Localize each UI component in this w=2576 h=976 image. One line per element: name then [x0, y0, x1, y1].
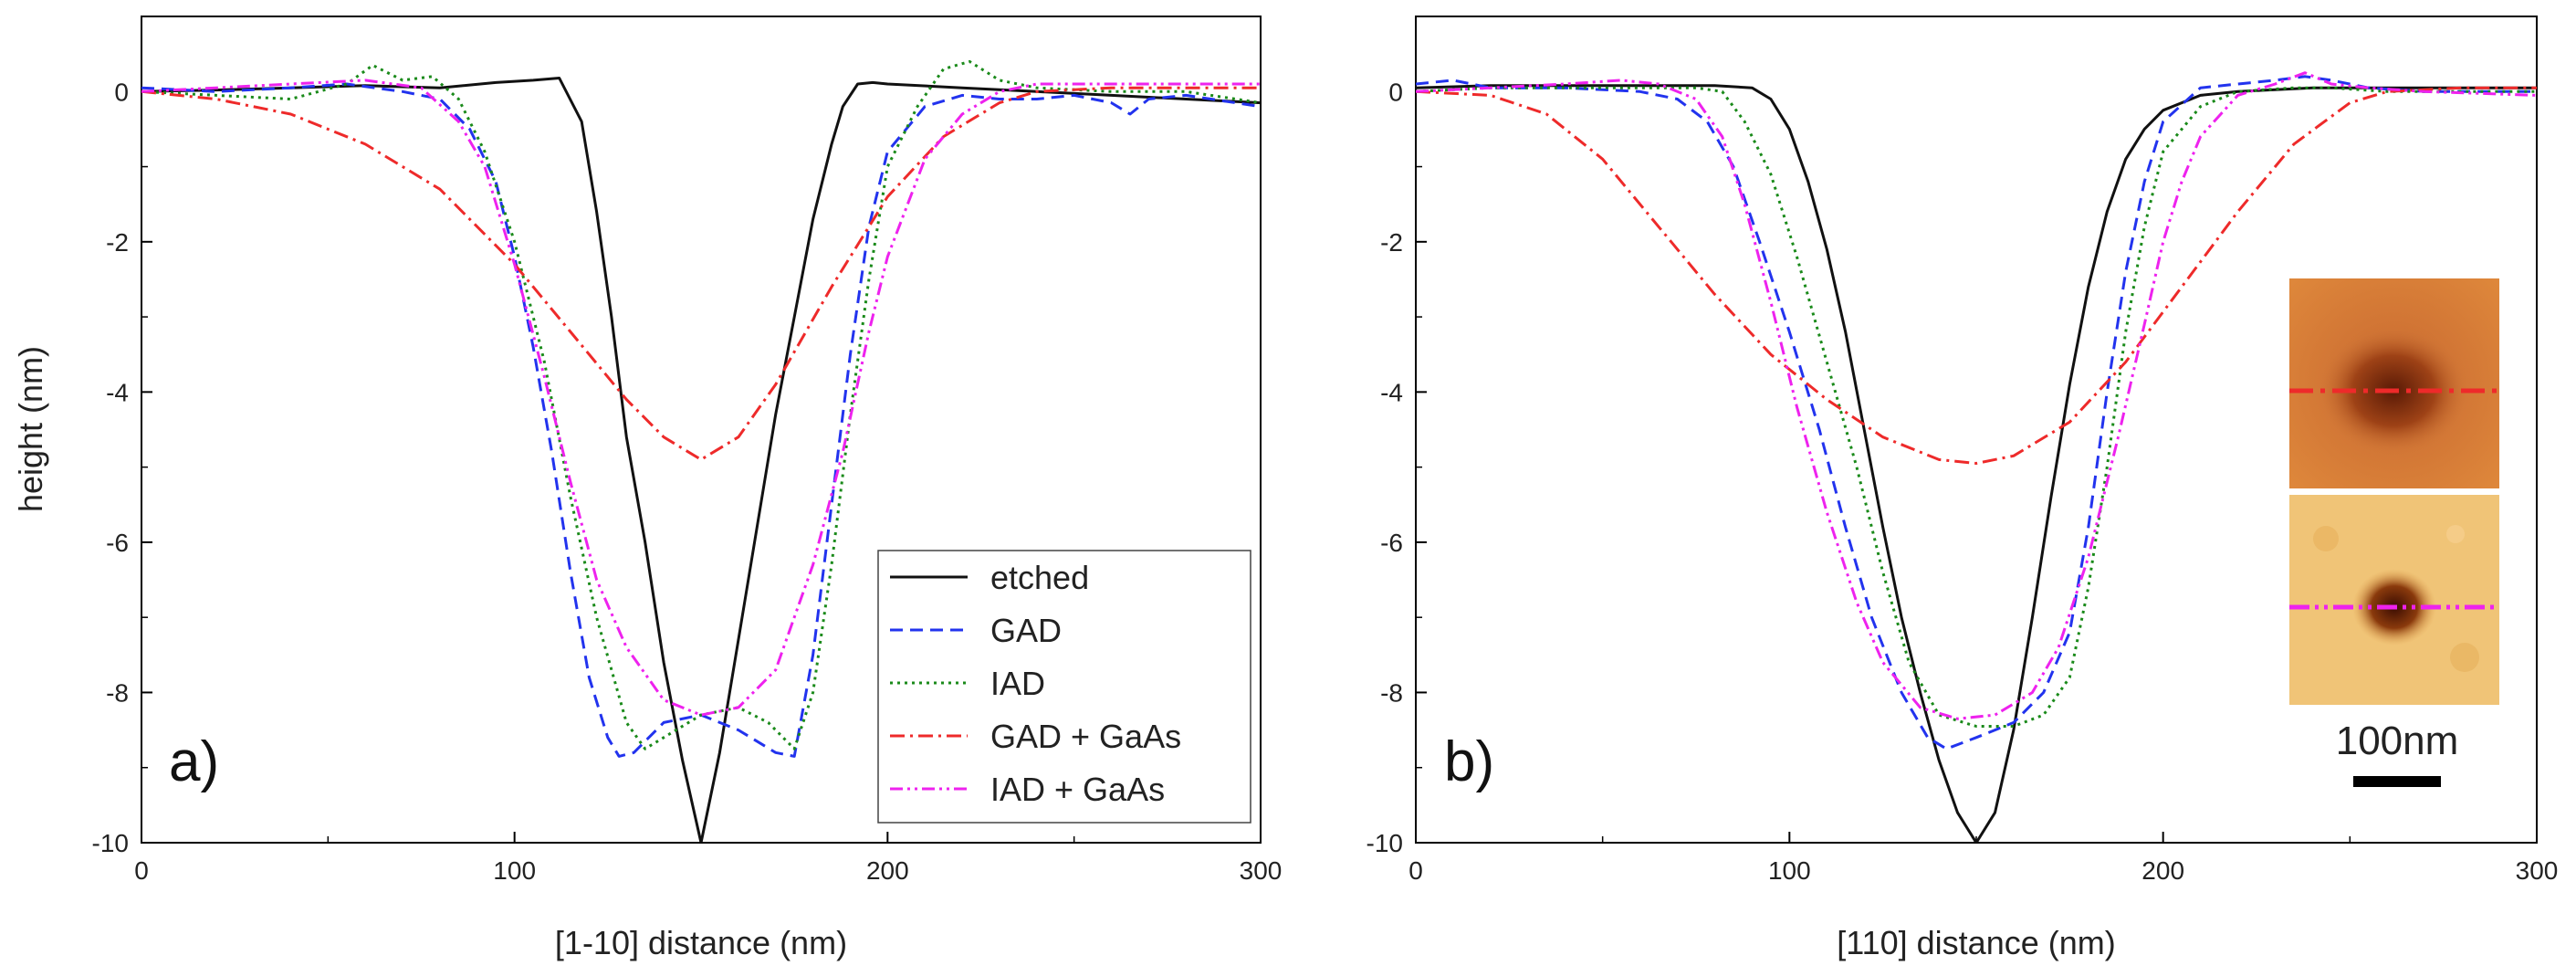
- panel-label-b: b): [1444, 730, 1494, 793]
- afm-bottom-texture-2: [2450, 643, 2479, 672]
- legend-box: [877, 550, 1251, 824]
- series-line-b-gad-gaas: [1416, 86, 2537, 465]
- x-tick-label-b-100: 100: [1768, 856, 1811, 885]
- series-line-b-iad-gaas: [1416, 71, 2537, 720]
- scale-bar: [2353, 776, 2441, 787]
- legend-label-etched: etched: [990, 559, 1089, 596]
- y-tick-label-b--6: -6: [1380, 529, 1403, 557]
- y-tick-label-b--2: -2: [1380, 228, 1403, 257]
- series-line-a-etched: [141, 77, 1261, 843]
- y-tick-label-b--8: -8: [1380, 678, 1403, 707]
- y-tick-label-b-0: 0: [1388, 78, 1403, 106]
- legend-label-gad-gaas: GAD + GaAs: [990, 718, 1181, 755]
- legend-label-iad: IAD: [990, 665, 1045, 702]
- legend-label-iad-gaas: IAD + GaAs: [990, 771, 1165, 808]
- afm-bottom-texture: [2313, 526, 2339, 551]
- y-tick-label-a-0: 0: [114, 78, 129, 106]
- panel-b: 0 100 200 300 0 -2 -4 -6 -8 -10 [110] distance (n…: [1367, 16, 2559, 961]
- x-tick-label-b-300: 300: [2516, 856, 2559, 885]
- y-tick-label-b--10: -10: [1367, 829, 1403, 857]
- legend-entry-etched: etched: [890, 559, 1089, 596]
- axes-a: 0 100 200 300 0 -2 -4 -6 -8 -10: [92, 78, 1283, 885]
- legend-entry-iad: IAD: [890, 665, 1045, 702]
- series-group-a: [141, 59, 1261, 843]
- afm-image-top: [2289, 278, 2499, 488]
- series-line-a-iad-gaas: [141, 79, 1261, 717]
- legend: etched GAD IAD GAD + GaAs IAD + GaAs: [877, 550, 1251, 824]
- y-tick-label-b--4: -4: [1380, 378, 1403, 406]
- axes-b: 0 100 200 300 0 -2 -4 -6 -8 -10: [1367, 78, 2559, 885]
- x-tick-label-a-0: 0: [134, 856, 149, 885]
- series-line-a-gad: [141, 82, 1261, 758]
- panel-a: 0 100 200 300 0 -2 -4 -6 -8 -10 [1-10] distance (…: [12, 16, 1282, 961]
- scale-bar-label: 100nm: [2336, 719, 2459, 763]
- y-tick-label-a--2: -2: [106, 228, 129, 257]
- series-group-b: [1416, 71, 2537, 843]
- x-axis-title-b: [110] distance (nm): [1837, 924, 2115, 961]
- x-tick-label-a-200: 200: [866, 856, 909, 885]
- afm-bottom-texture-3: [2446, 525, 2465, 543]
- afm-image-bottom: [2289, 495, 2499, 705]
- legend-entry-gad: GAD: [890, 612, 1062, 649]
- panel-label-a: a): [169, 730, 219, 793]
- x-tick-label-b-0: 0: [1408, 856, 1423, 885]
- y-tick-label-a--10: -10: [92, 829, 129, 857]
- y-tick-label-a--8: -8: [106, 678, 129, 707]
- y-tick-label-a--6: -6: [106, 529, 129, 557]
- x-axis-title-a: [1-10] distance (nm): [555, 924, 847, 961]
- series-line-a-iad: [141, 59, 1261, 750]
- x-tick-label-a-100: 100: [493, 856, 536, 885]
- legend-entry-gad-gaas: GAD + GaAs: [890, 718, 1181, 755]
- x-tick-label-a-300: 300: [1240, 856, 1283, 885]
- series-line-b-etched: [1416, 84, 2537, 843]
- afm-inset: 100nm: [2289, 278, 2499, 787]
- x-tick-label-b-200: 200: [2141, 856, 2184, 885]
- legend-label-gad: GAD: [990, 612, 1062, 649]
- series-line-a-gad-gaas: [141, 86, 1261, 461]
- y-axis-title-a: height (nm): [12, 346, 49, 512]
- legend-entry-iad-gaas: IAD + GaAs: [890, 771, 1165, 808]
- series-line-b-gad: [1416, 75, 2537, 750]
- y-tick-label-a--4: -4: [106, 378, 129, 406]
- series-line-b-iad: [1416, 86, 2537, 728]
